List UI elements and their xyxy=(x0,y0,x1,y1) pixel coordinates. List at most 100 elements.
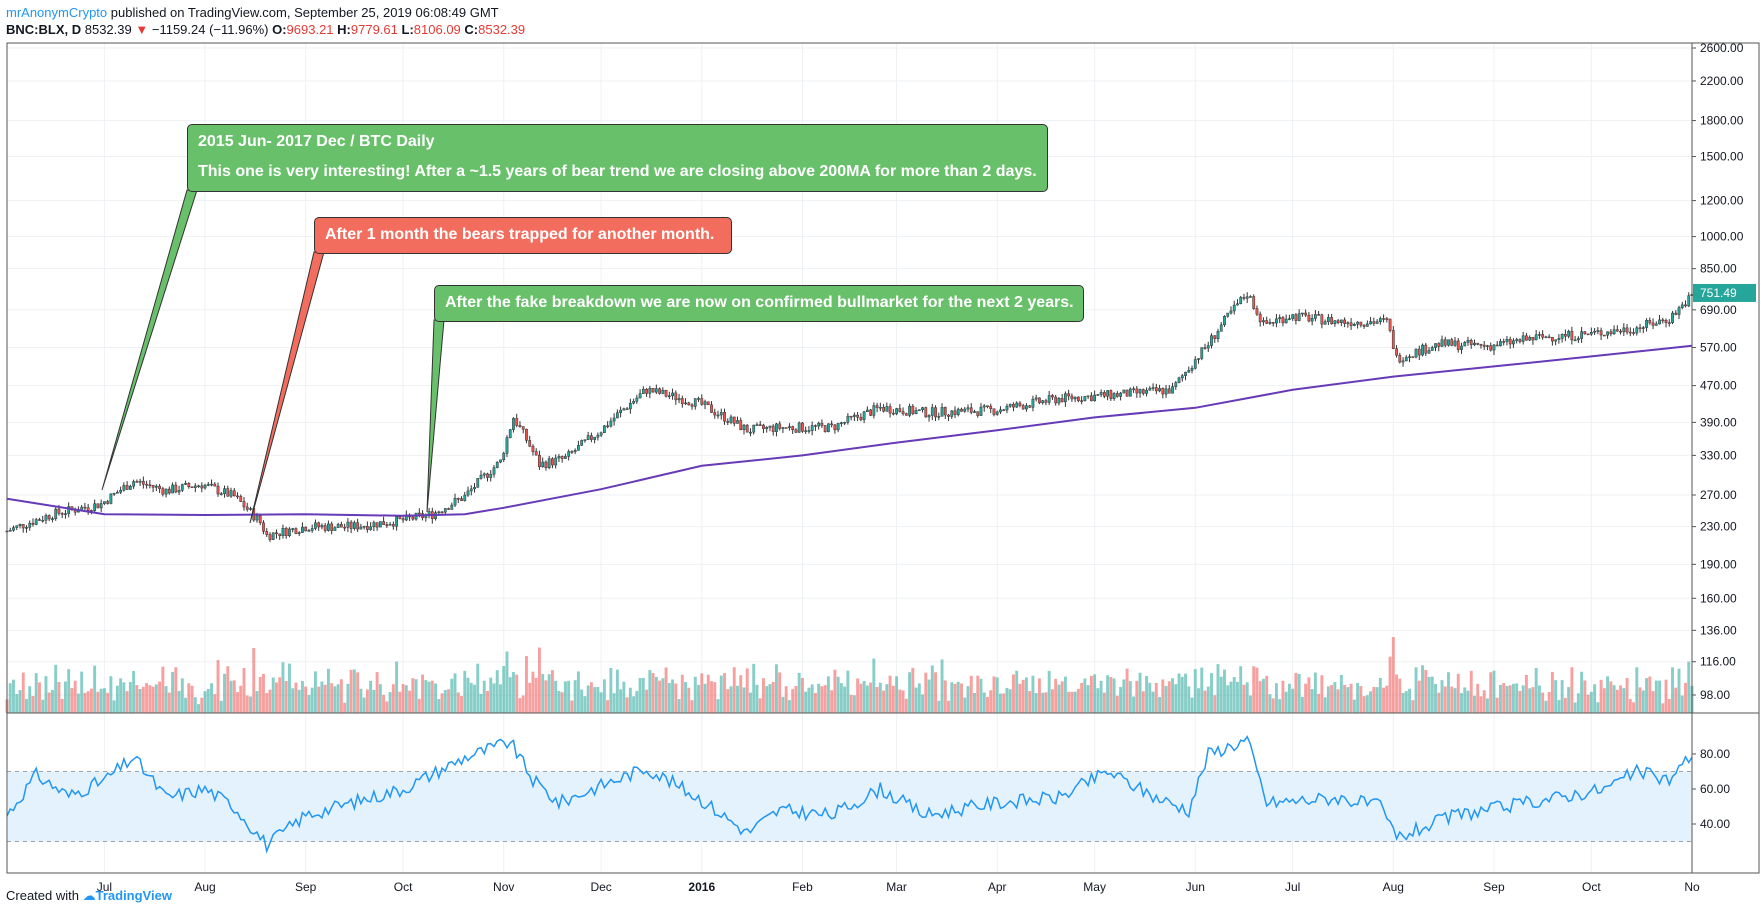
volume-bar xyxy=(1430,676,1434,713)
candle-body xyxy=(1106,390,1109,397)
volume-bar xyxy=(1599,679,1603,713)
volume-bar xyxy=(505,651,509,713)
candle-body xyxy=(1560,333,1564,339)
candle-body xyxy=(512,418,515,430)
candle-body xyxy=(823,425,827,433)
author-link[interactable]: mrAnonymCrypto xyxy=(6,5,108,20)
volume-bar xyxy=(1521,685,1525,713)
candle-body xyxy=(239,496,243,502)
candle-body xyxy=(732,416,736,424)
candle-body xyxy=(1138,389,1142,394)
volume-bar xyxy=(1210,673,1213,713)
candle-body xyxy=(677,398,681,401)
volume-bar xyxy=(1667,699,1671,713)
candle-body xyxy=(963,408,967,412)
candle-body xyxy=(927,415,931,418)
volume-bar xyxy=(1593,684,1597,713)
volume-bar xyxy=(281,662,285,713)
volume-bar xyxy=(1320,675,1324,713)
volume-bar xyxy=(132,670,136,713)
candle-body xyxy=(1580,331,1584,339)
volume-bar xyxy=(12,679,15,713)
volume-bar xyxy=(693,676,697,713)
candle-body xyxy=(489,473,493,478)
volume-bar xyxy=(953,683,957,713)
volume-bar xyxy=(1687,661,1691,713)
candle-body xyxy=(1466,340,1470,343)
volume-bar xyxy=(89,688,93,713)
candle-body xyxy=(1427,350,1431,354)
volume-bar xyxy=(223,673,226,713)
price-tick-label: 98.00 xyxy=(1700,688,1730,702)
candle-body xyxy=(1089,395,1093,402)
volume-bar xyxy=(161,666,165,713)
time-tick-label: May xyxy=(1083,880,1106,894)
candle-body xyxy=(1031,398,1035,408)
candle-body xyxy=(1015,402,1019,408)
candle-body xyxy=(898,408,902,412)
candle-body xyxy=(989,405,993,409)
annotation-callout-2[interactable]: After 1 month the bears trapped for anot… xyxy=(314,217,732,254)
candle-body xyxy=(1417,348,1421,356)
volume-bar xyxy=(28,686,32,713)
candle-body xyxy=(161,488,165,495)
candle-body xyxy=(1359,321,1363,326)
volume-bar xyxy=(1167,681,1171,713)
volume-bar xyxy=(641,677,645,713)
publish-line: mrAnonymCrypto published on TradingView.… xyxy=(6,4,525,21)
chart-frame xyxy=(6,42,1760,874)
volume-bar xyxy=(1187,686,1191,713)
callout-2-tail xyxy=(249,251,325,524)
candle-body xyxy=(262,522,265,532)
volume-bar xyxy=(294,682,298,713)
annotation-callout-3[interactable]: After the fake breakdown we are now on c… xyxy=(434,285,1084,322)
volume-bar xyxy=(443,690,447,713)
candle-body xyxy=(755,424,759,426)
volume-bar xyxy=(956,681,960,713)
symbol-label[interactable]: BNC:BLX, D xyxy=(6,22,82,37)
candle-body xyxy=(327,523,330,531)
volume-bar xyxy=(836,676,840,713)
candle-body xyxy=(590,435,593,440)
candle-body xyxy=(992,408,996,415)
volume-bar xyxy=(625,697,629,713)
candle-body xyxy=(1262,320,1265,323)
candle-body xyxy=(34,519,38,525)
candle-body xyxy=(1599,330,1603,336)
volume-bar xyxy=(1317,693,1321,713)
candle-body xyxy=(982,405,986,408)
volume-bar xyxy=(1258,681,1262,713)
candle-body xyxy=(349,521,353,529)
tradingview-brand[interactable]: TradingView xyxy=(95,888,172,903)
volume-bar xyxy=(398,691,402,713)
volume-bar xyxy=(1180,676,1184,713)
volume-bar xyxy=(489,677,493,713)
candle-body xyxy=(395,516,398,527)
annotation-callout-1[interactable]: 2015 Jun- 2017 Dec / BTC Daily This one … xyxy=(187,124,1048,192)
volume-bar xyxy=(148,685,152,713)
candle-body xyxy=(1317,314,1321,316)
candle-body xyxy=(86,507,90,511)
candle-body xyxy=(1473,342,1476,346)
time-tick-label: Nov xyxy=(493,880,514,894)
candle-body xyxy=(203,484,207,489)
candle-body xyxy=(1567,330,1571,337)
candle-body xyxy=(15,525,19,528)
candle-body xyxy=(1586,333,1590,336)
candle-body xyxy=(109,493,113,504)
candle-body xyxy=(1242,297,1246,299)
candle-body xyxy=(1034,397,1038,400)
candle-body xyxy=(1664,319,1668,323)
candle-body xyxy=(193,485,197,488)
ma200-line xyxy=(6,344,1693,517)
volume-bar xyxy=(1411,700,1415,713)
candle-body xyxy=(1521,335,1525,342)
candle-body xyxy=(544,461,548,468)
candle-body xyxy=(891,412,895,415)
candle-body xyxy=(1229,310,1233,314)
volume-bar xyxy=(973,693,976,713)
volume-bar xyxy=(1645,678,1649,713)
volume-bar xyxy=(1054,678,1058,713)
candle-body xyxy=(654,388,658,393)
